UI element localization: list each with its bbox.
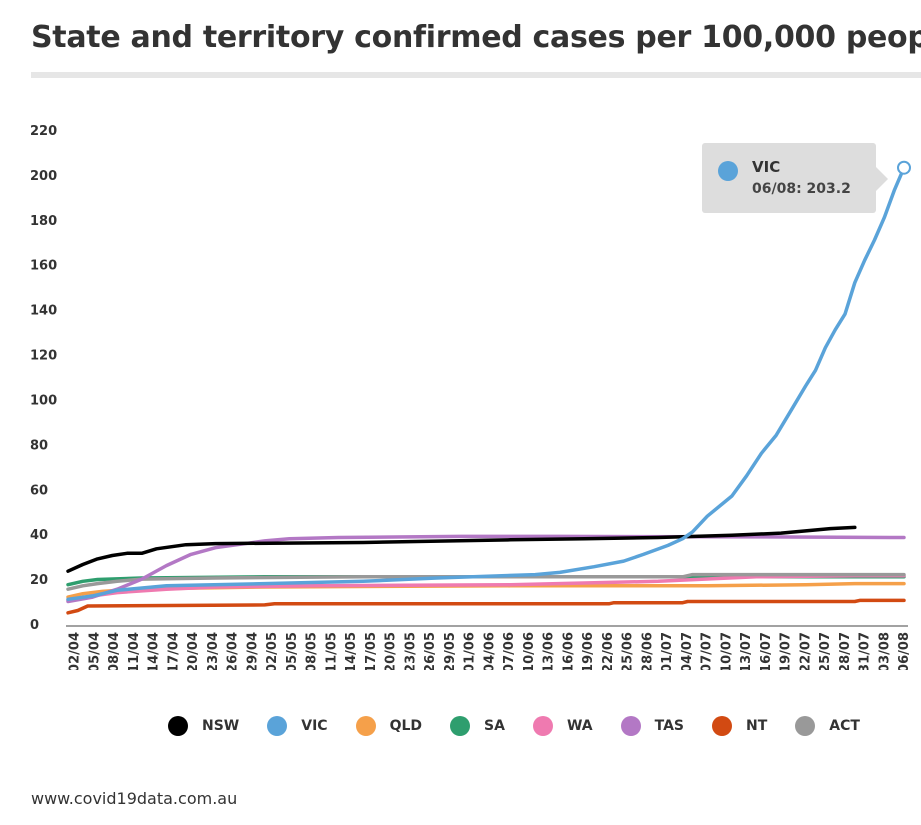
- y-tick-label: 120: [30, 349, 57, 364]
- y-tick-label: 80: [30, 438, 48, 453]
- tooltip-series-dot: [718, 161, 738, 181]
- x-tick-label: 05/04: [87, 632, 102, 670]
- x-tick-label: 11/05: [324, 632, 339, 670]
- legend-color-dot: [168, 716, 188, 736]
- legend-label: NT: [746, 718, 768, 734]
- legend-item-qld[interactable]: QLD: [355, 716, 423, 736]
- x-tick-label: 14/04: [147, 632, 162, 670]
- legend-color-dot: [267, 716, 288, 736]
- x-tick-label: 25/07: [818, 632, 833, 670]
- legend-label: VIC: [301, 718, 328, 734]
- x-tick-label: 14/05: [344, 632, 359, 670]
- markers: [897, 160, 911, 175]
- legend-item-nt[interactable]: NT: [712, 716, 767, 736]
- legend-item-act[interactable]: ACT: [795, 716, 860, 736]
- x-tick-label: 10/07: [719, 632, 734, 670]
- y-tick-label: 180: [30, 214, 57, 229]
- legend-color-dot: [795, 716, 816, 736]
- tooltip-series-name: VIC: [752, 158, 781, 176]
- x-tick-label: 07/06: [502, 632, 517, 670]
- x-tick-label: 19/07: [779, 632, 794, 670]
- series-line-vic[interactable]: [66, 165, 906, 602]
- x-tick-label: 10/06: [522, 632, 537, 670]
- x-tick-label: 17/05: [364, 632, 379, 670]
- legend-item-sa[interactable]: SA: [450, 716, 505, 736]
- legend-color-dot: [712, 716, 732, 736]
- x-tick-label: 20/04: [186, 632, 201, 670]
- y-tick-label: 40: [30, 528, 48, 543]
- series-lines: [66, 165, 906, 615]
- title-divider: [31, 72, 921, 78]
- source-credit: www.covid19data.com.au: [31, 789, 238, 808]
- vic-hover-marker[interactable]: [897, 160, 911, 175]
- x-tick-label: 11/04: [127, 632, 142, 670]
- x-tick-label: 19/06: [581, 632, 596, 670]
- x-tick-label: 28/07: [838, 632, 853, 670]
- legend-item-vic[interactable]: VIC: [267, 716, 328, 736]
- legend-item-wa[interactable]: WA: [532, 716, 593, 736]
- x-tick-label: 26/05: [423, 632, 438, 670]
- x-tick-label: 25/06: [621, 632, 636, 670]
- x-tick-label: 08/04: [107, 632, 122, 670]
- legend-label: TAS: [654, 718, 684, 734]
- legend-color-dot: [620, 716, 641, 736]
- x-tick-label: 01/07: [660, 632, 675, 670]
- tooltip-value: 06/08: 203.2: [752, 181, 851, 197]
- legend-label: SA: [484, 718, 505, 734]
- legend-item-nsw[interactable]: NSW: [168, 716, 239, 736]
- x-tick-label: 16/06: [561, 632, 576, 670]
- line-chart[interactable]: 0 20 40 60 80 100 120 140 160 180 200 220 02/04 05/0…: [0, 90, 921, 670]
- x-tick-label: 08/05: [305, 632, 320, 670]
- legend-item-tas[interactable]: TAS: [620, 716, 684, 736]
- x-tick-label: 03/08: [877, 632, 892, 670]
- x-tick-label: 31/07: [858, 632, 873, 670]
- x-tick-label: 22/07: [798, 632, 813, 670]
- x-tick-label: 20/05: [384, 632, 399, 670]
- legend-label: QLD: [389, 718, 423, 734]
- x-axis: 02/04 05/04 08/04 11/04 14/04 17/04 20/04 23/04…: [66, 625, 912, 670]
- y-tick-label: 200: [30, 169, 57, 184]
- legend-label: ACT: [829, 718, 860, 734]
- y-tick-label: 100: [30, 393, 57, 408]
- series-line-nt[interactable]: [66, 598, 906, 615]
- x-tick-label: 06/08: [897, 632, 912, 670]
- x-tick-label: 16/07: [759, 632, 774, 670]
- legend-color-dot: [532, 716, 553, 736]
- legend-label: WA: [566, 718, 593, 734]
- x-tick-label: 07/07: [700, 632, 715, 670]
- chart-title: State and territory confirmed cases per …: [31, 20, 921, 55]
- y-tick-label: 20: [30, 573, 48, 588]
- y-tick-label: 140: [30, 304, 57, 319]
- x-tick-label: 13/06: [542, 632, 557, 670]
- x-tick-label: 23/04: [206, 632, 221, 670]
- x-tick-label: 23/05: [403, 632, 418, 670]
- x-tick-label: 13/07: [739, 632, 754, 670]
- x-tick-label: 02/05: [265, 632, 280, 670]
- series-line-act[interactable]: [66, 572, 906, 591]
- x-tick-label: 29/04: [245, 632, 260, 670]
- series-line-nsw[interactable]: [66, 525, 857, 573]
- x-tick-label: 22/06: [601, 632, 616, 670]
- y-tick-label: 160: [30, 259, 57, 274]
- y-axis: 0 20 40 60 80 100 120 140 160 180 200 220: [30, 124, 57, 633]
- y-tick-label: 60: [30, 483, 48, 498]
- x-tick-label: 04/06: [482, 632, 497, 670]
- legend: NSW VIC QLD SA WA TAS NT ACT: [168, 716, 888, 736]
- x-tick-label: 02/04: [68, 632, 83, 670]
- x-tick-label: 17/04: [166, 632, 181, 670]
- y-tick-label: 0: [30, 618, 39, 633]
- x-tick-label: 28/06: [640, 632, 655, 670]
- x-tick-label: 29/05: [443, 632, 458, 670]
- x-tick-label: 05/05: [285, 632, 300, 670]
- x-tick-label: 04/07: [680, 632, 695, 670]
- legend-color-dot: [355, 716, 376, 736]
- legend-color-dot: [450, 716, 471, 736]
- legend-label: NSW: [202, 718, 240, 734]
- x-tick-label: 26/04: [226, 632, 241, 670]
- x-tick-label: 01/06: [463, 632, 478, 670]
- tooltip: VIC 06/08: 203.2: [702, 143, 888, 213]
- y-tick-label: 220: [30, 124, 57, 139]
